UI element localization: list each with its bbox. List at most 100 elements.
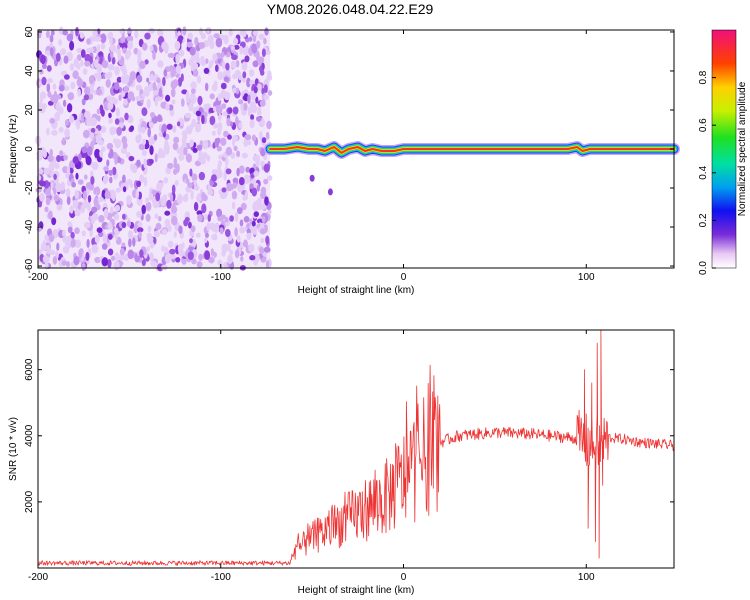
noise-blob — [116, 76, 122, 83]
noise-blob — [81, 146, 88, 154]
noise-blob — [93, 187, 97, 195]
noise-blob — [122, 186, 127, 193]
noise-blob — [149, 241, 155, 249]
noise-blob — [251, 43, 258, 54]
noise-blob — [232, 106, 239, 115]
noise-blob — [171, 215, 178, 226]
noise-blob — [67, 92, 75, 101]
noise-blob — [174, 180, 179, 186]
noise-blob — [54, 111, 61, 122]
x-tick-label: 100 — [578, 272, 595, 283]
noise-blob — [56, 242, 60, 251]
noise-blob — [45, 50, 51, 56]
noise-blob — [210, 248, 214, 256]
noise-blob — [132, 237, 136, 247]
noise-blob — [90, 215, 96, 222]
noise-blob — [126, 49, 132, 58]
noise-blob — [76, 78, 84, 87]
noise-blob — [80, 113, 84, 123]
noise-blob — [94, 128, 99, 135]
noise-blob — [225, 229, 231, 237]
noise-blob — [211, 130, 216, 136]
noise-blob — [220, 214, 226, 220]
noise-blob — [81, 98, 86, 106]
noise-blob — [176, 121, 181, 127]
noise-blob — [84, 174, 88, 180]
noise-blob — [154, 153, 158, 163]
noise-blob — [217, 93, 222, 102]
noise-blob — [251, 187, 258, 197]
noise-blob — [108, 112, 112, 119]
x-tick-label: -200 — [28, 272, 48, 283]
spectrogram-noise-region — [35, 26, 273, 272]
noise-blob — [144, 32, 151, 40]
noise-blob — [126, 220, 131, 227]
noise-blob — [141, 259, 146, 267]
noise-blob — [143, 176, 148, 187]
noise-blob — [176, 196, 183, 204]
noise-blob — [200, 56, 205, 62]
noise-blob — [140, 126, 146, 134]
noise-blob — [227, 134, 232, 140]
noise-blob — [40, 54, 46, 65]
noise-blob — [212, 105, 217, 112]
noise-blob — [51, 217, 57, 226]
noise-blob — [74, 208, 80, 216]
noise-blob — [178, 153, 185, 161]
noise-blob — [149, 73, 154, 82]
noise-blob — [259, 203, 267, 211]
noise-blob — [196, 194, 203, 202]
noise-blob — [123, 99, 128, 106]
noise-blob — [56, 155, 62, 163]
noise-blob — [198, 253, 203, 261]
noise-blob — [253, 154, 260, 160]
noise-blob — [164, 253, 171, 264]
noise-blob — [227, 254, 233, 264]
noise-blob — [208, 60, 213, 69]
noise-blob — [136, 227, 144, 233]
noise-blob — [59, 26, 64, 35]
noise-blob — [246, 228, 251, 235]
noise-blob — [36, 174, 42, 181]
noise-blob — [249, 218, 253, 225]
noise-blob — [263, 163, 270, 173]
noise-blob — [187, 251, 194, 260]
noise-blob — [154, 201, 160, 208]
noise-blob — [190, 225, 196, 233]
noise-blob — [66, 33, 74, 42]
noise-blob — [166, 123, 173, 130]
noise-blob — [150, 260, 157, 267]
noise-blob — [175, 64, 182, 74]
noise-blob — [158, 216, 162, 222]
noise-blob — [242, 194, 247, 201]
spectrogram-y-ticks: -60 -40 -20 0 20 40 60 — [24, 26, 674, 273]
y-tick-label: 2000 — [24, 490, 35, 513]
noise-blob — [193, 179, 197, 187]
noise-blob — [230, 61, 237, 69]
noise-blob — [136, 210, 143, 218]
noise-blob — [190, 93, 195, 99]
noise-blob — [155, 222, 162, 231]
noise-blob — [82, 190, 87, 201]
noise-blob — [86, 38, 91, 45]
noise-blob — [103, 175, 109, 183]
noise-blob — [209, 93, 215, 100]
noise-blob — [264, 196, 269, 206]
noise-blob — [115, 107, 120, 117]
noise-blob — [62, 29, 68, 36]
noise-blob — [249, 119, 255, 129]
noise-blob — [65, 235, 72, 243]
noise-blob — [49, 118, 56, 124]
noise-blob — [196, 210, 203, 216]
y-tick-label: 40 — [24, 65, 35, 77]
noise-blob — [242, 29, 247, 38]
noise-blob — [187, 32, 193, 40]
colorbar-ticks: 0.0 0.2 0.4 0.6 0.8 — [698, 70, 716, 275]
noise-blob — [223, 34, 229, 45]
noise-blob — [171, 99, 176, 105]
noise-blob — [90, 117, 98, 127]
noise-blob — [64, 119, 69, 126]
noise-blob — [147, 235, 154, 243]
spectrogram-signal-line — [264, 141, 680, 196]
